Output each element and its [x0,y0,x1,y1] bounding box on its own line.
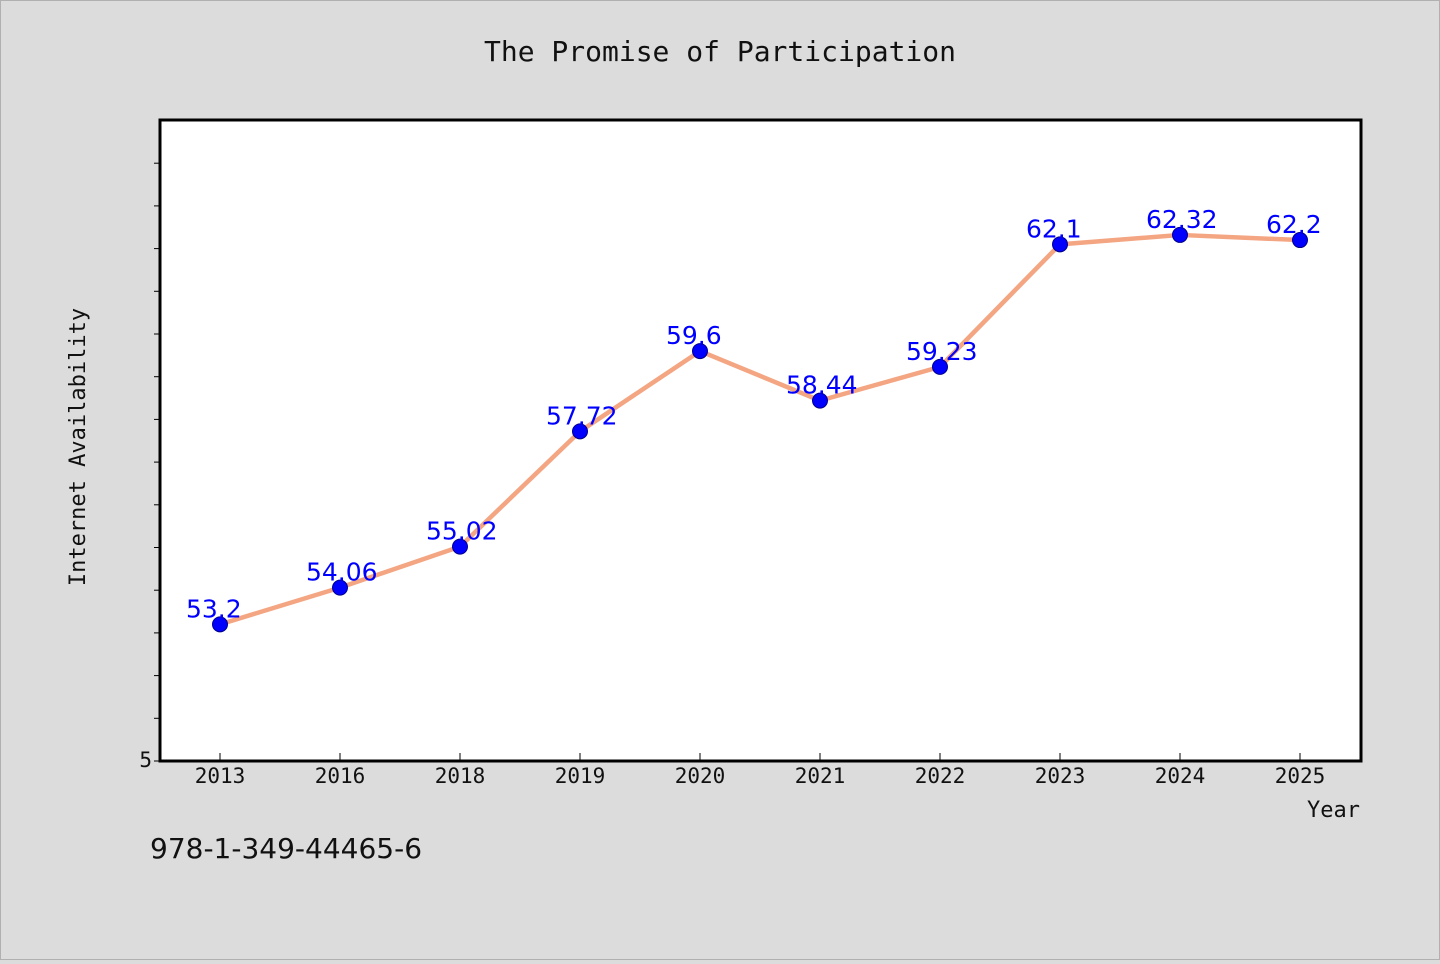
y-tick-label: 5 [139,748,152,772]
x-tick-label: 2025 [1275,764,1326,788]
data-point [1052,236,1068,253]
data-point [1292,232,1308,249]
data-point [1172,226,1188,243]
x-tick-label: 2013 [195,764,246,788]
data-label: 62.2 [1266,210,1322,239]
data-label: 59.6 [666,321,722,350]
data-point [452,538,468,555]
data-label: 59.23 [906,337,978,366]
x-axis-ticks: 2013 2016 2018 2019 2020 2021 2022 2023 2024 2025 [195,753,1326,788]
data-point [812,392,828,409]
x-tick-label: 2023 [1035,764,1086,788]
x-tick-label: 2018 [435,764,486,788]
data-point [572,423,588,440]
data-label: 54.06 [306,558,378,587]
data-label: 58.44 [786,371,858,400]
data-point [932,358,948,375]
y-axis-ticks: 5 [139,162,160,772]
y-axis-label: Internet Availability [66,308,91,586]
footer-isbn: 978-1-349-44465-6 [150,832,423,865]
data-label: 55.02 [426,517,498,546]
x-tick-label: 2021 [795,764,846,788]
data-label: 62.32 [1146,205,1218,234]
x-tick-label: 2024 [1155,764,1206,788]
series-layer [212,226,1308,633]
series-line [217,232,1303,627]
x-tick-label: 2016 [315,764,366,788]
data-labels: 53.2 54.06 55.02 57.72 59.6 58.44 59.23 62.1 62.… [186,205,1322,623]
data-point [332,579,348,596]
x-tick-label: 2020 [675,764,726,788]
data-point [212,616,228,633]
x-tick-label: 2022 [915,764,966,788]
data-point [692,343,708,360]
chart-title: The Promise of Participation [484,35,956,68]
x-axis-label: Year [1307,798,1360,823]
plot-area [158,118,1363,763]
x-tick-label: 2019 [555,764,606,788]
data-label: 62.1 [1026,214,1082,243]
data-label: 57.72 [546,401,618,430]
data-label: 53.2 [186,594,242,623]
